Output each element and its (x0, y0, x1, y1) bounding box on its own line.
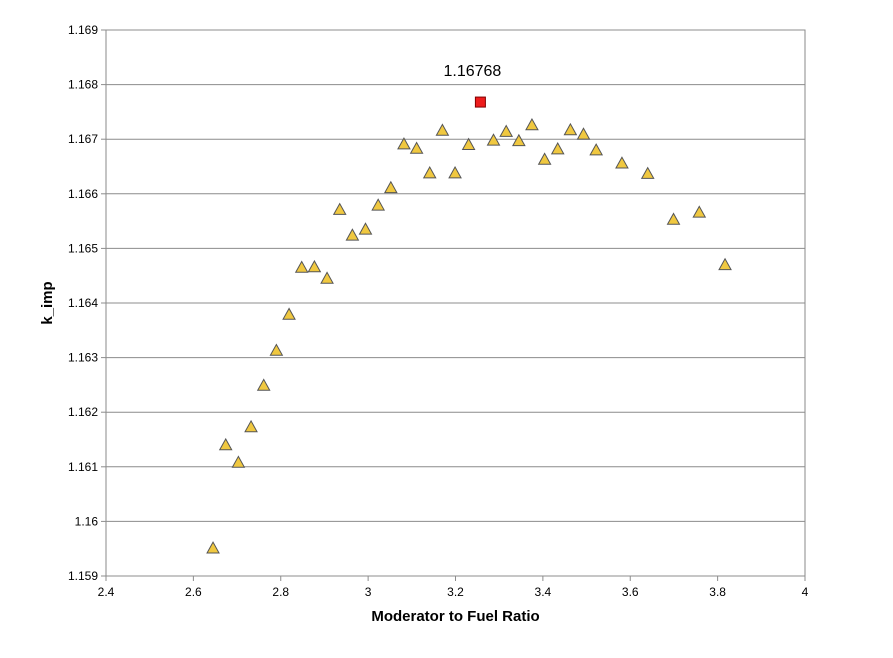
x-tick-label: 3 (365, 585, 372, 599)
y-tick-label: 1.161 (68, 460, 98, 474)
y-tick-label: 1.164 (68, 296, 98, 310)
triangle-point (218, 437, 233, 451)
triangle-point (525, 117, 539, 131)
y-tick-label: 1.159 (68, 569, 98, 583)
data-points (206, 96, 732, 554)
triangle-point (282, 307, 296, 320)
x-tick-label: 3.6 (622, 585, 639, 599)
triangle-point (332, 202, 347, 215)
triangle-point (511, 133, 526, 147)
triangle-point (383, 180, 398, 194)
triangle-point (718, 257, 732, 271)
gridlines (101, 29, 806, 581)
y-axis-title: k_imp (39, 281, 56, 324)
triangle-point (692, 205, 707, 218)
y-tick-label: 1.167 (68, 132, 98, 146)
y-tick-label: 1.168 (68, 78, 98, 92)
triangle-point (422, 166, 437, 179)
peak-label: 1.16768 (443, 63, 501, 80)
triangle-point (666, 212, 681, 225)
y-tick-label: 1.165 (68, 241, 98, 255)
y-tick-label: 1.163 (68, 351, 98, 365)
triangle-point (244, 419, 258, 433)
x-tick-label: 3.2 (447, 585, 464, 599)
triangle-point (320, 271, 334, 284)
x-tick-labels: 2.4 2.6 2.8 3 3.2 3.4 3.6 3.8 4 (98, 585, 809, 599)
x-tick-label: 2.4 (98, 585, 115, 599)
annotations: 1.16768 (443, 63, 501, 80)
triangle-point (435, 123, 450, 136)
y-tick-label: 1.166 (68, 187, 98, 201)
triangle-point (345, 228, 360, 241)
x-axis-title: Moderator to Fuel Ratio (371, 608, 539, 625)
triangle-point (371, 198, 386, 211)
x-tick-label: 3.8 (709, 585, 726, 599)
triangle-point (486, 133, 501, 146)
triangle-point (206, 541, 220, 554)
triangle-point (231, 455, 246, 468)
triangle-point (499, 124, 514, 137)
triangle-point (615, 156, 629, 169)
triangle-point (358, 222, 373, 235)
triangle-point (576, 127, 591, 140)
triangle-point (269, 343, 284, 356)
x-tick-label: 4 (802, 585, 809, 599)
triangle-point (448, 166, 462, 179)
y-tick-label: 1.16 (75, 514, 99, 528)
triangle-point (461, 137, 476, 150)
triangle-point (409, 141, 424, 154)
triangle-point (294, 260, 309, 273)
y-tick-label: 1.169 (68, 23, 98, 37)
triangle-point (256, 378, 271, 391)
x-tick-label: 3.4 (535, 585, 552, 599)
y-tick-label: 1.162 (68, 405, 98, 419)
triangle-point (550, 141, 565, 155)
triangle-point (537, 152, 552, 165)
triangle-point (640, 166, 655, 179)
triangle-point (563, 122, 578, 136)
triangle-point (397, 137, 411, 150)
triangle-point (307, 259, 322, 273)
x-tick-label: 2.6 (185, 585, 202, 599)
triangle-point (589, 143, 604, 156)
y-tick-labels: 1.159 1.16 1.161 1.162 1.163 1.164 1.165 1.166 1… (68, 23, 98, 583)
highlight-point (474, 96, 486, 108)
x-tick-label: 2.8 (272, 585, 289, 599)
